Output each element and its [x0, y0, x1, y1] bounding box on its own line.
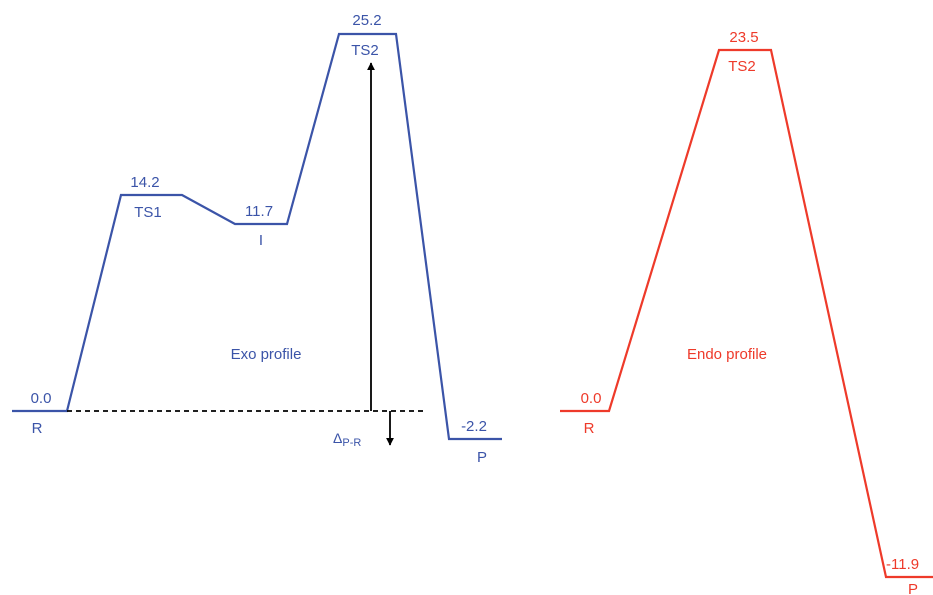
exo-ts1-label: TS1 [134, 204, 162, 221]
delta-subscript: P-R [342, 437, 361, 449]
exo-i-value: 11.7 [245, 203, 273, 220]
exo-ts2-label: TS2 [351, 42, 379, 59]
endo-profile-title: Endo profile [687, 346, 767, 363]
exo-profile: 0.0 R 14.2 TS1 11.7 I 25.2 TS2 -2.2 P Ex… [12, 12, 502, 466]
exo-ts2-value: 25.2 [352, 12, 381, 29]
exo-i-label: I [259, 232, 263, 249]
exo-profile-title: Exo profile [231, 346, 302, 363]
exo-profile-line [12, 32, 502, 441]
endo-r-label: R [584, 420, 595, 437]
exo-r-value: 0.0 [31, 390, 52, 407]
delta-symbol: Δ [333, 430, 342, 446]
endo-ts2-value: 23.5 [729, 29, 758, 46]
exo-r-label: R [32, 420, 43, 437]
endo-r-value: 0.0 [581, 390, 602, 407]
exo-ts1-value: 14.2 [130, 174, 159, 191]
exo-p-value: -2.2 [461, 418, 487, 435]
exo-p-label: P [477, 449, 487, 466]
endo-ts2-label: TS2 [728, 58, 756, 75]
endo-p-label: P [908, 581, 918, 595]
endo-profile: 0.0 R 23.5 TS2 -11.9 P Endo profile [560, 29, 933, 595]
delta-label: ΔP-R [333, 430, 361, 449]
endo-p-value: -11.9 [886, 556, 919, 573]
endo-profile-line [560, 48, 933, 579]
